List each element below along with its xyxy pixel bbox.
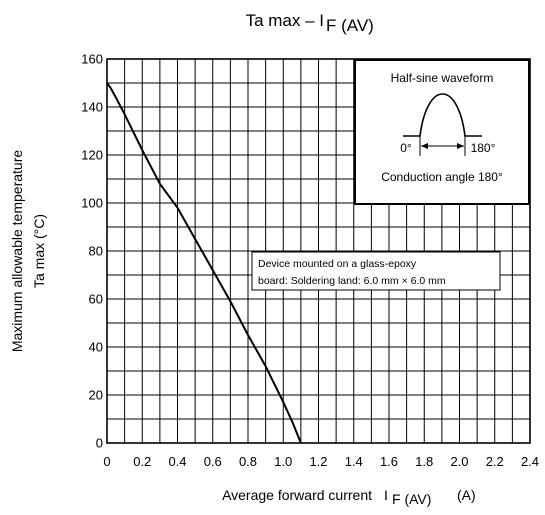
chart-title-subscript: F (AV) [326,16,374,35]
x-tick-label: 0.4 [168,454,186,469]
x-axis-subscript: F (AV) [392,491,431,507]
mounting-note: Device mounted on a glass-epoxy board: S… [251,251,501,291]
arrowhead-left-icon [421,143,428,149]
x-tick-label: 1.4 [345,454,363,469]
waveform-inset: Half-sine waveform 0° 180° Conduction an… [354,59,530,205]
x-tick-label: 2.0 [450,454,468,469]
tick-labels: 0 0.2 0.4 0.6 0.8 1.0 1.2 1.4 1.6 1.8 2.0 2.2 2.4 0 20… [81,52,539,470]
note-line-1: Device mounted on a glass-epoxy [258,258,417,270]
y-tick-label: 160 [81,52,103,67]
y-axis-label-symbol: Ta max (°C) [31,214,47,288]
plot-frame [106,58,531,444]
y-tick-label: 140 [81,100,103,115]
inset-caption: Conduction angle 180° [381,170,503,184]
x-tick-label: 1.2 [309,454,327,469]
arrowhead-right-icon [457,143,464,149]
y-tick-label: 100 [81,196,103,211]
series-line [106,82,302,444]
x-tick-label: 2.2 [486,454,504,469]
x-tick-label: 0.6 [204,454,222,469]
x-axis-unit: (A) [457,487,476,503]
y-tick-label: 40 [89,340,103,355]
x-tick-label: 1.0 [274,454,292,469]
note-line-2: board: Soldering land: 6.0 mm × 6.0 mm [258,275,446,287]
y-tick-label: 20 [89,388,103,403]
x-tick-label: 0.2 [133,454,151,469]
y-tick-label: 60 [89,292,103,307]
x-tick-label: 1.6 [380,454,398,469]
x-tick-label: 2.4 [521,454,539,469]
x-tick-label: 1.8 [415,454,433,469]
x-tick-label: 0.8 [239,454,257,469]
y-tick-label: 0 [96,436,103,451]
inset-label-0deg: 0° [400,141,412,155]
x-axis-label: Average forward current [222,487,372,503]
x-tick-label: 0 [103,454,110,469]
inset-box [354,59,530,205]
half-sine-wave [403,93,482,137]
y-tick-label: 80 [89,244,103,259]
y-axis-label: Maximum allowable temperature [9,150,25,353]
inset-label-180deg: 180° [471,141,496,155]
y-tick-label: 120 [81,148,103,163]
inset-title: Half-sine waveform [391,71,494,85]
chart-title: Ta max – I [246,11,324,30]
note-box [251,251,501,291]
x-axis-symbol: I [384,487,388,503]
